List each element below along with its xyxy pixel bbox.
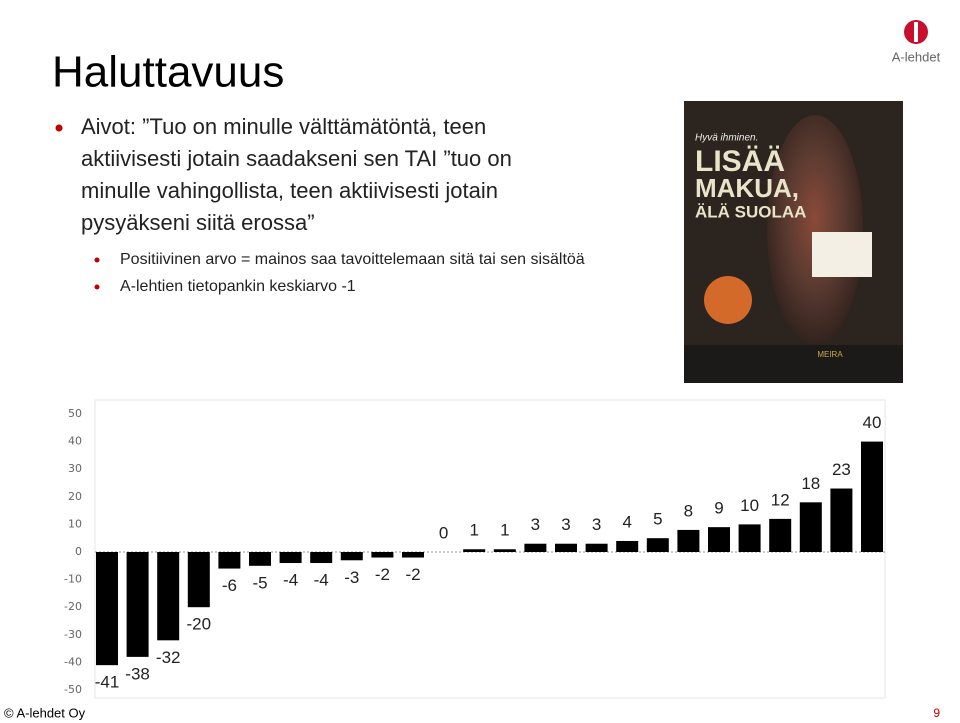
value-label: 12: [771, 490, 790, 509]
bar: [555, 543, 577, 552]
chart-frame: [94, 399, 886, 699]
value-label: 10: [740, 496, 759, 515]
value-label: 40: [863, 413, 882, 432]
bar: [402, 552, 424, 558]
y-tick-label: 30: [68, 462, 82, 475]
bar: [310, 552, 333, 564]
sub-bullet-text: A-lehtien tietopankin keskiarvo -1: [120, 278, 356, 295]
bar: [646, 538, 669, 552]
ad-badge: [704, 276, 752, 324]
value-label: 0: [439, 523, 448, 542]
footer: © A-lehdet Oy: [4, 705, 86, 720]
bullet-line: aktiivisesti jotain saadakseni sen TAI ”…: [81, 146, 512, 171]
value-label: -5: [252, 573, 267, 592]
y-tick-label: -40: [64, 655, 82, 668]
logo-text: A-lehdet: [892, 49, 941, 64]
bar: [126, 552, 149, 657]
bar: [187, 552, 210, 608]
bar: [524, 543, 547, 552]
sub-bullets: Positiivinen arvo = mainos saa tavoittel…: [94, 251, 585, 295]
value-label: -4: [314, 571, 329, 590]
value-label: 23: [832, 460, 851, 479]
bar: [616, 540, 639, 552]
bar: [861, 441, 883, 552]
bullet-line: minulle vahingollista, teen aktiivisesti…: [81, 178, 498, 203]
value-label: 9: [714, 499, 723, 518]
value-label: -2: [375, 565, 390, 584]
ad-footer: [684, 345, 903, 383]
bar: [249, 552, 271, 566]
value-label: -20: [187, 615, 212, 634]
ad-brand: MEIRA: [817, 350, 843, 359]
bar: [371, 552, 394, 558]
y-tick-label: -20: [64, 600, 82, 613]
bar: [218, 552, 241, 569]
y-tick-label: 10: [68, 517, 82, 530]
ad-label: [812, 232, 872, 277]
value-label: 4: [622, 512, 631, 531]
y-tick-label: -30: [64, 628, 82, 641]
y-tick-label: -10: [64, 573, 82, 586]
bullet-line: pysyäkseni siitä erossa”: [81, 210, 315, 235]
pepper-mill: [767, 115, 863, 345]
bullet-dot: [55, 124, 63, 132]
ad-headline: MAKUA,: [695, 173, 799, 203]
ad-image: Hyvä ihminen. LISÄÄ MAKUA, ÄLÄ SUOLAA ME…: [684, 101, 903, 383]
ad-tagline: Hyvä ihminen.: [695, 133, 758, 144]
bar: [96, 552, 118, 666]
y-tick-label: 0: [75, 545, 82, 558]
bar: [463, 549, 486, 552]
bar: [799, 502, 822, 552]
logo-icon-mark: [914, 22, 918, 42]
bullet-line: Aivot: ”Tuo on minulle välttämätöntä, te…: [81, 114, 486, 139]
y-tick-label: 50: [68, 407, 82, 420]
bar: [157, 552, 180, 641]
bar: [738, 524, 761, 552]
value-label: -3: [344, 568, 359, 587]
sub-bullet-dot: [94, 257, 100, 263]
value-label: 18: [801, 474, 820, 493]
value-label: 3: [561, 515, 570, 534]
bullet-text: Aivot: ”Tuo on minulle välttämätöntä, te…: [81, 114, 512, 235]
logo: A-lehdet: [892, 20, 941, 64]
y-tick-label: -50: [64, 683, 82, 696]
bar: [340, 552, 363, 561]
y-tick-label: 20: [68, 490, 82, 503]
bar: [279, 552, 302, 564]
value-label: -6: [222, 576, 237, 595]
value-label: -2: [405, 565, 420, 584]
value-label: 1: [469, 521, 478, 540]
bar: [585, 543, 608, 552]
slide-title: Haluttavuus: [52, 48, 284, 97]
ad-headline: ÄLÄ SUOLAA: [695, 202, 806, 221]
value-label: 8: [684, 501, 693, 520]
value-label: -38: [125, 664, 150, 683]
value-label: 5: [653, 510, 662, 529]
value-label: 3: [531, 515, 540, 534]
value-label: -41: [95, 673, 120, 692]
value-label: 1: [500, 521, 509, 540]
sub-bullet-dot: [94, 284, 100, 290]
value-label: -32: [156, 648, 181, 667]
bar: [677, 529, 700, 552]
bar: [769, 518, 792, 552]
y-tick-label: 40: [68, 435, 82, 448]
value-label: -4: [283, 571, 298, 590]
bar: [708, 527, 730, 552]
page-number: 9: [933, 706, 940, 720]
bar: [493, 549, 516, 552]
sub-bullet-text: Positiivinen arvo = mainos saa tavoittel…: [120, 251, 585, 268]
ad-headline: LISÄÄ: [695, 145, 785, 178]
bar: [830, 488, 853, 552]
value-label: 3: [592, 515, 601, 534]
